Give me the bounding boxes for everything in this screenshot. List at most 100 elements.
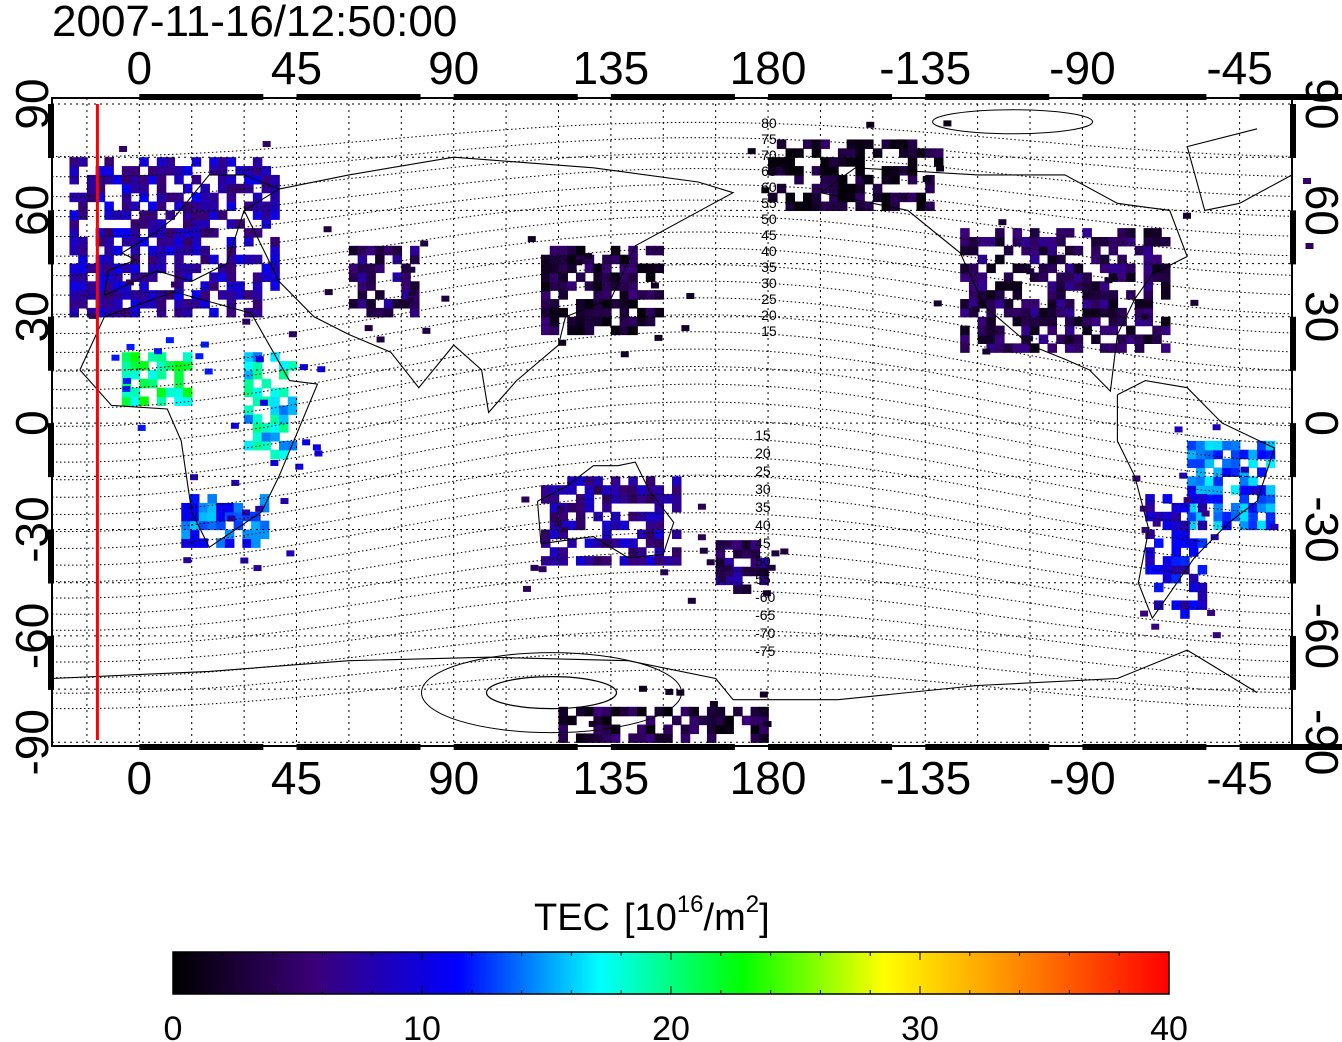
tec-cell (689, 724, 699, 735)
tec-cell (1265, 502, 1276, 513)
tec-cell (855, 183, 865, 194)
tec-cell (181, 520, 191, 531)
tec-cell (191, 228, 202, 238)
tec-cell (1132, 475, 1141, 482)
tec-cell (357, 245, 368, 256)
tec-cell (209, 192, 219, 203)
tec-cell (645, 511, 656, 522)
tec-cell (593, 715, 603, 726)
tec-cell (410, 307, 420, 318)
tec-cell (252, 166, 263, 176)
tec-cell (130, 166, 141, 176)
tec-cell (244, 387, 254, 398)
tec-cell (261, 263, 272, 274)
tec-cell (182, 352, 193, 362)
tec-cell (244, 361, 254, 371)
tec-cell (995, 334, 1005, 344)
tec-cell (584, 706, 595, 717)
right-latitude-tick: 90 (1296, 78, 1342, 129)
tec-cell (645, 245, 656, 256)
tec-cell (1038, 334, 1049, 344)
tec-cell (593, 556, 603, 566)
tec-cell (217, 174, 228, 185)
magnetic-contour (51, 314, 1293, 391)
tec-cell (855, 201, 865, 212)
tec-cell (986, 290, 996, 300)
tec-cell (1213, 520, 1223, 531)
tec-cell (628, 290, 638, 300)
tec-cell (1145, 564, 1155, 575)
tec-cell (252, 281, 263, 291)
tec-cell (1162, 494, 1173, 504)
tec-cell (1038, 316, 1049, 327)
tec-cell (916, 148, 927, 158)
tec-cell (977, 334, 988, 344)
tec-cell (733, 584, 743, 594)
tec-cell (375, 290, 385, 300)
tec-cell (619, 316, 630, 327)
tec-cell (575, 502, 586, 513)
tec-cell (1239, 511, 1250, 522)
tec-cell (1195, 476, 1206, 486)
tec-cell (922, 176, 931, 183)
tec-cell (407, 266, 416, 273)
tec-cell (1056, 236, 1066, 247)
tec-cell (982, 348, 991, 355)
tec-cell (1064, 263, 1075, 274)
tec-cell (261, 174, 272, 185)
tec-cell (1134, 299, 1145, 309)
tec-cell (1180, 502, 1190, 513)
tec-cell (750, 724, 761, 735)
tec-cell (602, 494, 612, 504)
tec-cell (1248, 449, 1258, 460)
tec-cell (553, 520, 562, 527)
tec-cell (1056, 299, 1066, 309)
tec-cell (226, 272, 237, 282)
tec-cell (217, 157, 228, 167)
tec-cell (829, 157, 839, 167)
tec-cell (200, 192, 210, 203)
tec-cell (1201, 510, 1210, 517)
tec-cell (262, 141, 271, 148)
tec-cell (312, 444, 321, 451)
tec-cell (130, 352, 141, 362)
tec-cell (820, 174, 830, 185)
tec-cell (1073, 245, 1084, 256)
tec-cell (121, 396, 132, 407)
tec-cell (139, 290, 149, 300)
tec-cell (645, 538, 656, 548)
tec-cell (794, 166, 804, 176)
tec-cell (1038, 236, 1049, 247)
tec-cell (113, 307, 123, 318)
tec-cell (121, 290, 132, 300)
tec-cell (104, 281, 114, 291)
magnetic-contour (52, 168, 1293, 218)
tec-cell (69, 210, 79, 220)
tec-cell (794, 201, 804, 212)
tec-cell (130, 396, 141, 407)
tec-cell (242, 509, 251, 516)
tec-cell (628, 476, 638, 486)
tec-cell (1064, 281, 1075, 291)
tec-cell (244, 352, 254, 362)
tec-cell (280, 498, 289, 505)
tec-cell (375, 245, 385, 256)
left-latitude-tick: -90 (6, 709, 58, 775)
tec-cell (820, 201, 830, 212)
contour-label: 55 (761, 195, 777, 211)
tec-cell (593, 538, 603, 548)
tec-cell (846, 148, 857, 158)
tec-cell (698, 715, 708, 726)
tec-cell (602, 281, 612, 291)
tec-cell (1082, 307, 1092, 318)
tec-cell (1108, 245, 1119, 256)
tec-cell (165, 228, 176, 238)
tec-cell (762, 590, 771, 597)
tec-cell (156, 236, 167, 247)
tec-cell (182, 263, 193, 274)
tec-cell (654, 245, 665, 256)
tec-cell (706, 733, 717, 743)
tec-cell (1197, 502, 1208, 513)
tec-cell (1082, 272, 1092, 282)
tec-cell (244, 369, 254, 380)
